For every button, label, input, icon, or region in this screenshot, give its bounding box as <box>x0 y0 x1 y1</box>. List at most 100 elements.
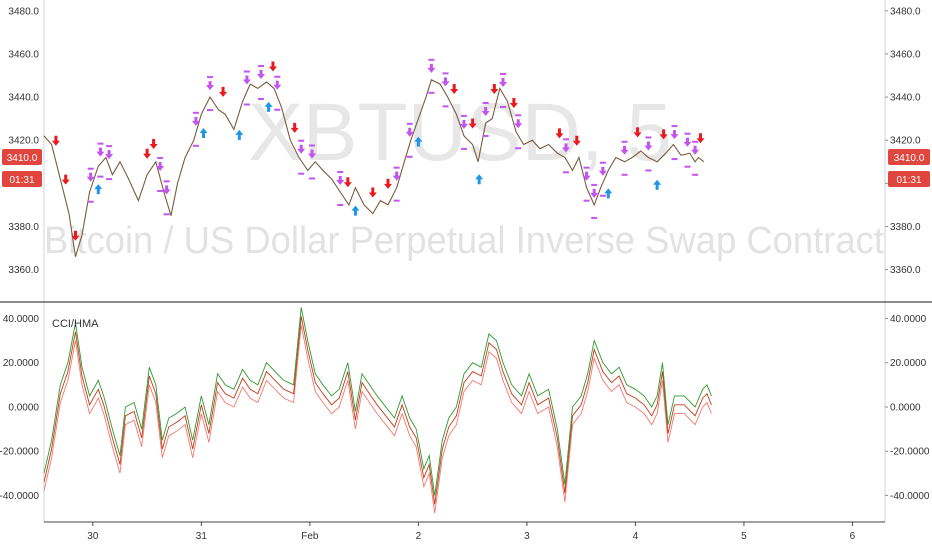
price-tick-right: 3480.0 <box>890 6 921 17</box>
alert-signal-dash <box>442 105 449 108</box>
alert-signal-arrow <box>156 161 165 171</box>
alert-signal-dash <box>599 161 606 164</box>
alert-signal-dash <box>460 147 467 150</box>
alert-signal-dash <box>163 180 170 183</box>
alert-signal-dash <box>684 132 691 135</box>
indicator-tick-right: -40.0000 <box>890 491 930 502</box>
left-countdown: 01:31 <box>9 175 34 186</box>
price-tick-right: 3380.0 <box>890 222 921 233</box>
alert-signal-dash <box>583 166 590 169</box>
alert-signal-dash <box>482 134 489 137</box>
indicator-series-line <box>43 325 712 514</box>
symbol-watermark: XBTUSD, 5 <box>248 87 672 178</box>
sell-signal-arrow <box>61 174 70 185</box>
alert-signal-dash <box>337 170 344 173</box>
buy-signal-arrow <box>414 136 423 147</box>
indicator-tick-right: 40.0000 <box>890 314 927 325</box>
time-tick-label: 3 <box>524 531 530 542</box>
alert-signal-arrow <box>683 137 692 147</box>
buy-signal-arrow <box>199 128 208 139</box>
sell-signal-arrow <box>696 133 705 144</box>
alert-signal-dash <box>274 108 281 111</box>
sell-signal-arrow <box>633 127 642 138</box>
alert-signal-dash <box>671 158 678 161</box>
alert-signal-dash <box>482 101 489 104</box>
alert-signal-dash <box>298 172 305 175</box>
alert-signal-dash <box>591 216 598 219</box>
alert-signal-arrow <box>481 106 490 116</box>
sell-signal-arrow <box>290 122 299 133</box>
alert-signal-arrow <box>392 171 401 181</box>
indicator-tick-right: 20.0000 <box>890 358 927 369</box>
indicator-label: CCI/HMA <box>52 318 99 330</box>
alert-signal-dash <box>684 165 691 168</box>
sell-signal-arrow <box>343 177 352 188</box>
time-axis[interactable]: 30 31 Feb 2 3 4 5 6 <box>87 522 856 542</box>
alert-signal-dash <box>97 175 104 178</box>
indicator-tick-left: 40.0000 <box>3 314 40 325</box>
right-price-badge: 3410.0 01:31 <box>888 149 930 187</box>
alert-signal-arrow <box>336 175 345 185</box>
alert-signal-arrow <box>598 166 607 176</box>
sell-signal-arrow <box>143 148 152 159</box>
price-tick-right: 3360.0 <box>890 265 921 276</box>
alert-signal-arrow <box>691 145 700 155</box>
time-tick-label: 30 <box>87 531 99 542</box>
alert-signal-dash <box>309 144 316 147</box>
alert-signal-dash <box>500 72 507 75</box>
alert-signal-dash <box>591 183 598 186</box>
alert-signal-dash <box>258 65 265 68</box>
alert-signal-arrow <box>582 171 591 181</box>
alert-signal-dash <box>671 125 678 128</box>
alert-signal-dash <box>460 114 467 117</box>
alert-signal-arrow <box>514 119 523 129</box>
price-tick-right: 3460.0 <box>890 49 921 60</box>
time-tick-label: 4 <box>633 531 639 542</box>
sell-signal-arrow <box>368 187 377 198</box>
alert-signal-dash <box>442 72 449 75</box>
alert-signal-arrow <box>162 185 171 195</box>
sell-signal-arrow <box>659 129 668 140</box>
alert-signal-dash <box>87 200 94 203</box>
alert-signal-dash <box>157 189 164 192</box>
buy-signal-arrow <box>94 184 103 195</box>
buy-signal-arrow <box>604 188 613 199</box>
price-tick-left: 3380.0 <box>8 222 39 233</box>
alert-signal-dash <box>309 177 316 180</box>
time-tick-label: 6 <box>850 531 856 542</box>
indicator-right-axis: -40.0000 -20.0000 0.0000 20.0000 40.0000 <box>885 314 930 502</box>
sell-signal-arrow <box>219 86 228 97</box>
alert-signal-dash <box>562 171 569 174</box>
alert-signal-dash <box>562 138 569 141</box>
alert-signal-dash <box>243 103 250 106</box>
price-tick-left: 3480.0 <box>8 6 39 17</box>
alert-signal-arrow <box>620 145 629 155</box>
sell-signal-arrow <box>268 61 277 72</box>
alert-signal-arrow <box>257 70 266 80</box>
buy-signal-arrow <box>653 179 662 190</box>
left-price-badge: 3410.0 01:31 <box>2 149 42 187</box>
price-tick-left: 3360.0 <box>8 265 39 276</box>
alert-signal-arrow <box>273 80 282 90</box>
buy-signal-arrow <box>235 129 244 140</box>
alert-signal-dash <box>106 178 113 181</box>
alert-signal-dash <box>97 142 104 145</box>
alert-signal-arrow <box>590 188 599 198</box>
buy-signal-arrow <box>351 205 360 216</box>
alert-signal-dash <box>207 76 214 79</box>
alert-signal-dash <box>500 105 507 108</box>
indicator-pane[interactable] <box>43 307 712 514</box>
alert-signal-arrow <box>242 75 251 85</box>
sell-signal-arrow <box>149 139 158 150</box>
alert-signal-arrow <box>561 143 570 153</box>
alert-signal-dash <box>645 136 652 139</box>
alert-signal-dash <box>645 169 652 172</box>
alert-signal-dash <box>258 98 265 101</box>
price-tick-right: 3440.0 <box>890 93 921 104</box>
alert-signal-dash <box>515 114 522 117</box>
indicator-series-line <box>43 307 712 496</box>
indicator-tick-right: -20.0000 <box>890 447 930 458</box>
price-pane[interactable] <box>43 58 705 257</box>
